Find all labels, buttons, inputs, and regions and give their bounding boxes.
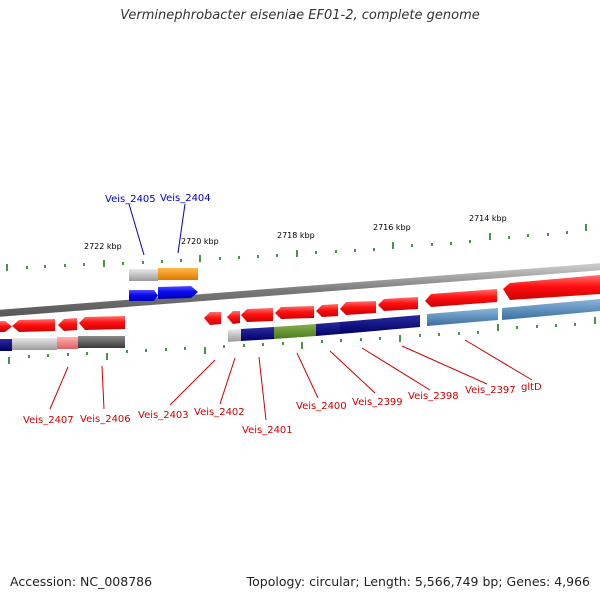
bottom-gene-labels: Veis_2407 Veis_2406 Veis_2403 Veis_2402 … <box>23 382 542 436</box>
gene-label-veis-2397[interactable]: Veis_2397 <box>465 385 516 396</box>
genome-stats-text: Topology: circular; Length: 5,566,749 bp… <box>246 574 590 589</box>
gene-label-veis-2401[interactable]: Veis_2401 <box>242 425 293 436</box>
gene-label-veis-2406[interactable]: Veis_2406 <box>80 414 131 425</box>
leader-line <box>296 352 319 399</box>
gene-feature-navy <box>241 327 274 341</box>
bottom-leader-lines <box>49 339 533 421</box>
leader-line <box>101 365 105 410</box>
reverse-strand-cds <box>0 289 497 332</box>
gene-feature-steelblue <box>427 308 498 326</box>
leader-line <box>128 203 145 256</box>
gene-label-veis-2403[interactable]: Veis_2403 <box>138 410 189 421</box>
top-leader-lines <box>128 203 186 256</box>
gene-label-veis-2399[interactable]: Veis_2399 <box>352 397 403 408</box>
inner-tick-marks <box>8 317 596 364</box>
gene-arrow-veis-2400[interactable] <box>275 306 314 319</box>
leader-line <box>464 339 533 381</box>
leader-line <box>219 357 236 405</box>
gene-feature-pink <box>57 337 78 349</box>
top-gene-labels: Veis_2405 Veis_2404 <box>105 193 211 205</box>
gene-feature-gray <box>228 329 241 342</box>
scale-label: 2722 kbp <box>84 242 122 251</box>
gene-feature-gray <box>129 269 158 281</box>
gene-feature-orange <box>158 268 198 280</box>
genome-backbone <box>0 263 600 317</box>
gene-label-veis-2405[interactable]: Veis_2405 <box>105 194 156 205</box>
gene-label-veis-2407[interactable]: Veis_2407 <box>23 415 74 426</box>
gene-label-veis-2400[interactable]: Veis_2400 <box>296 401 347 412</box>
scale-label: 2716 kbp <box>373 223 411 232</box>
gene-feature-navy <box>0 339 12 351</box>
gene-arrow-veis-2397[interactable] <box>378 297 418 311</box>
forward-strand-features <box>129 268 600 301</box>
gene-arrow-veis-2406[interactable] <box>58 318 77 331</box>
scale-label: 2714 kbp <box>469 214 507 223</box>
gene-arrow-veis-2407[interactable] <box>12 319 55 332</box>
gene-feature-navy <box>340 315 420 334</box>
leader-line <box>177 203 186 254</box>
gene-arrow-gltD[interactable] <box>503 275 600 300</box>
leader-line <box>49 366 69 410</box>
gene-label-veis-2402[interactable]: Veis_2402 <box>194 407 245 418</box>
gene-arrow-veis-2403[interactable] <box>204 312 221 325</box>
leader-line <box>401 345 488 385</box>
gene-arrow-veis-2404[interactable] <box>158 286 198 299</box>
leader-line <box>361 347 431 391</box>
scale-labels: 2722 kbp 2720 kbp 2718 kbp 2716 kbp 2714… <box>84 214 507 251</box>
reverse-strand-features <box>0 299 600 351</box>
gene-label-gltd[interactable]: gltD <box>521 382 542 393</box>
accession-text: Accession: NC_008786 <box>10 574 153 589</box>
gene-feature-navy <box>316 322 340 336</box>
outer-tick-marks <box>6 224 587 271</box>
gene-arrow-veis-2405[interactable] <box>129 290 158 301</box>
leader-line <box>329 350 376 394</box>
gene-feature-olive <box>274 324 316 339</box>
gene-label-veis-2404[interactable]: Veis_2404 <box>160 193 211 204</box>
gene-feature-darkgray <box>78 336 125 348</box>
gene-arrow-small[interactable] <box>79 316 125 330</box>
gene-feature-gray <box>12 338 57 350</box>
scale-label: 2720 kbp <box>181 237 219 246</box>
gene-arrow-veis-2399[interactable] <box>316 304 338 317</box>
gene-arrow-veis-2398[interactable] <box>340 301 376 315</box>
gene-arrow-veis-2402[interactable] <box>227 311 240 324</box>
gene-arrow-partial[interactable] <box>0 321 12 332</box>
leader-line <box>258 356 267 421</box>
map-title: Verminephrobacter eiseniae EF01-2, compl… <box>120 8 480 23</box>
gene-label-veis-2398[interactable]: Veis_2398 <box>408 391 459 402</box>
gene-feature-steelblue <box>502 299 600 320</box>
gene-arrow-large[interactable] <box>425 289 497 307</box>
gene-arrow-veis-2401[interactable] <box>241 308 273 322</box>
scale-label: 2718 kbp <box>277 231 315 240</box>
leader-line <box>169 359 216 406</box>
